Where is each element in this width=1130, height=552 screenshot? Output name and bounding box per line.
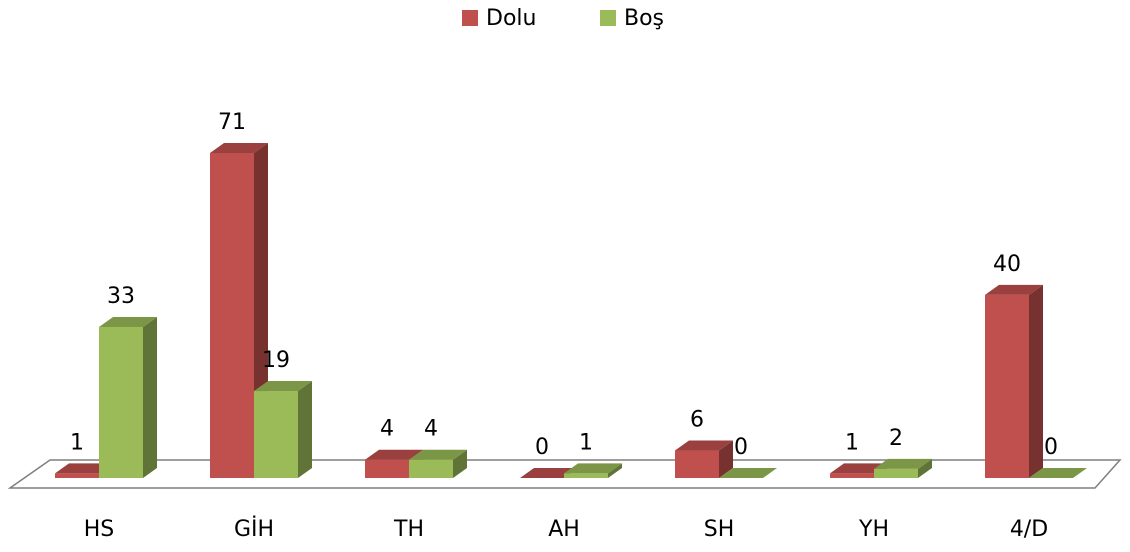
bar-front (210, 153, 254, 478)
bar-top (719, 468, 777, 478)
bar (520, 468, 578, 478)
legend: Dolu Boş (462, 6, 664, 31)
bar (675, 440, 733, 478)
value-label: 2 (889, 426, 903, 451)
value-label: 0 (734, 435, 748, 460)
bar-front (830, 473, 874, 478)
bar-top (874, 458, 932, 469)
value-label: 1 (579, 430, 593, 455)
legend-label: Boş (624, 6, 664, 31)
value-label: 4 (380, 417, 394, 442)
bar-top (985, 284, 1043, 295)
bar-front (564, 473, 608, 478)
value-label: 33 (107, 284, 135, 309)
bar-front (675, 450, 719, 478)
bar-front (874, 468, 918, 478)
bar-top (830, 463, 888, 474)
bar-front (985, 294, 1029, 478)
bar-top (675, 440, 733, 451)
x-tick-label: AH (548, 517, 580, 542)
bar-front (99, 326, 143, 478)
legend-swatch (462, 10, 478, 26)
value-label: 19 (262, 348, 290, 373)
bar-side (298, 381, 312, 478)
bar-front (55, 473, 99, 478)
bar-side (1029, 284, 1043, 478)
bar-top (365, 449, 423, 460)
bar (719, 468, 777, 478)
bar (564, 463, 622, 478)
bar-side (719, 440, 733, 478)
value-label: 4 (424, 417, 438, 442)
value-label: 71 (218, 110, 246, 135)
bar (874, 458, 932, 478)
bar-top (1029, 468, 1087, 478)
bar-side (918, 458, 932, 478)
bar (985, 284, 1043, 478)
value-label: 1 (845, 430, 859, 455)
bar-top (409, 449, 467, 460)
x-tick-label: GİH (234, 516, 274, 542)
bar-top (520, 468, 578, 478)
bar-top (55, 463, 113, 474)
value-label: 0 (1044, 435, 1058, 460)
x-tick-label: SH (704, 517, 735, 542)
bar-front (409, 459, 453, 478)
bar (409, 449, 467, 478)
bar-top (210, 143, 268, 153)
bar-side (453, 449, 467, 478)
value-label: 0 (535, 435, 549, 460)
bar-side (608, 463, 622, 478)
bar-top (254, 381, 312, 392)
bar-side (143, 316, 157, 478)
x-tick-label: YH (858, 517, 889, 542)
bar (254, 381, 312, 478)
x-tick-label: TH (393, 517, 424, 542)
x-tick-label: 4/D (1010, 517, 1048, 542)
bar-front (365, 459, 409, 478)
bar-top (564, 463, 622, 474)
x-tick-label: HS (84, 517, 115, 542)
bar (99, 316, 157, 478)
bar (1029, 468, 1087, 478)
value-label: 6 (690, 408, 704, 433)
legend-label: Dolu (486, 6, 536, 31)
value-label: 1 (70, 430, 84, 455)
bar-front (254, 391, 298, 478)
value-label: 40 (993, 252, 1021, 277)
bar-top (99, 316, 157, 327)
legend-swatch (600, 10, 616, 26)
